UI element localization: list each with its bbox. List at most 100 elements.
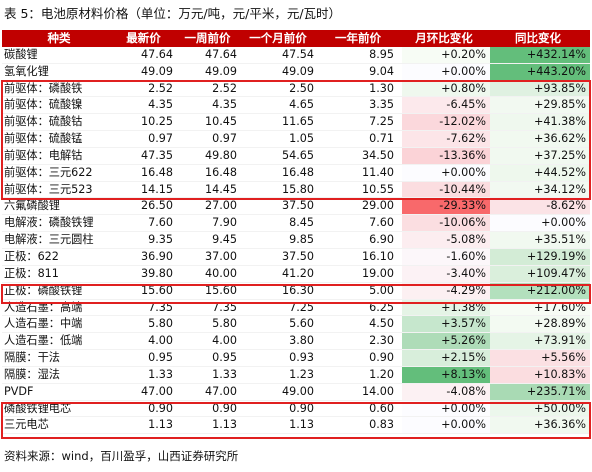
cell-category: 隔膜：湿法 [4, 367, 60, 381]
cell-year-ago: 29.00 [361, 199, 394, 213]
cell-category: 人造石墨：中端 [4, 317, 83, 331]
cell-week-ago: 1.33 [212, 367, 237, 381]
cell-week-ago: 7.90 [212, 216, 237, 230]
cell-mom-change: -10.06% [402, 215, 490, 232]
cell-month-ago: 2.50 [289, 81, 314, 95]
cell-category: 三元电芯 [4, 418, 49, 432]
table-row: 电解液：三元圆柱 9.35 9.45 9.85 6.90 -5.08% +35.51% [2, 232, 590, 249]
cell-category: 碳酸锂 [4, 47, 38, 61]
cell-week-ago: 47.64 [204, 47, 237, 61]
cell-latest: 2.52 [148, 81, 173, 95]
cell-latest: 39.80 [140, 266, 173, 280]
cell-year-ago: 5.00 [369, 283, 394, 297]
cell-year-ago: 7.60 [369, 216, 394, 230]
table-row: 前驱体：硫酸钴 10.25 10.45 11.65 7.25 -12.02% +41.38% [2, 114, 590, 132]
cell-category: 氢氧化锂 [4, 64, 49, 78]
cell-mom-change: +8.13% [402, 366, 490, 383]
table-row: 电解液：磷酸铁锂 7.60 7.90 8.45 7.60 -10.06% +0.00% [2, 215, 590, 233]
cell-category: 正极：811 [4, 266, 59, 280]
cell-year-ago: 0.60 [369, 401, 394, 415]
cell-week-ago: 27.00 [204, 199, 237, 213]
cell-yoy-change: +17.60% [490, 299, 590, 316]
cell-category: 磷酸铁锂电芯 [4, 401, 72, 415]
cell-year-ago: 16.10 [361, 249, 394, 263]
table-row: 前驱体：三元523 14.15 14.45 15.80 10.55 -10.44% +34.… [2, 181, 590, 199]
cell-yoy-change: +432.14% [490, 46, 590, 63]
cell-yoy-change: -8.62% [490, 198, 590, 215]
price-table: 种类 最新价 一周前价 一个月前价 一年前价 月环比变化 同比变化 碳酸锂 47.… [2, 30, 590, 435]
cell-latest: 36.90 [140, 249, 173, 263]
cell-yoy-change: +235.71% [490, 383, 590, 400]
table-row: PVDF 47.00 47.00 49.00 14.00 -4.08% +235.71% [2, 383, 590, 401]
cell-yoy-change: +41.38% [490, 114, 590, 131]
header-month-ago: 一个月前价 [249, 31, 307, 45]
cell-month-ago: 37.50 [281, 249, 314, 263]
table-row: 三元电芯 1.13 1.13 1.13 0.83 +0.00% +36.36% [2, 417, 590, 435]
cell-yoy-change: +28.89% [490, 316, 590, 333]
cell-year-ago: 6.25 [369, 300, 394, 314]
cell-month-ago: 47.54 [281, 47, 314, 61]
cell-yoy-change: +109.47% [490, 265, 590, 282]
table-row: 前驱体：电解钴 47.35 49.80 54.65 34.50 -13.36% +37.25… [2, 147, 590, 165]
cell-year-ago: 2.30 [369, 334, 394, 348]
cell-mom-change: -29.33% [402, 198, 490, 215]
cell-mom-change: +0.00% [402, 417, 490, 434]
cell-year-ago: 1.20 [369, 367, 394, 381]
cell-yoy-change: +44.52% [490, 164, 590, 181]
cell-year-ago: 11.40 [361, 165, 394, 179]
table-row: 磷酸铁锂电芯 0.90 0.90 0.90 0.60 +0.00% +50.00% [2, 400, 590, 418]
cell-category: 六氟磷酸锂 [4, 199, 60, 213]
cell-mom-change: -4.29% [402, 282, 490, 299]
cell-month-ago: 16.30 [281, 283, 314, 297]
cell-mom-change: +0.00% [402, 63, 490, 80]
cell-latest: 4.35 [148, 98, 173, 112]
cell-year-ago: 8.95 [369, 47, 394, 61]
cell-week-ago: 4.00 [212, 334, 237, 348]
cell-latest: 4.00 [148, 334, 173, 348]
cell-latest: 9.35 [148, 233, 173, 247]
cell-mom-change: -3.40% [402, 265, 490, 282]
table-title: 表 5：电池原材料价格（单位：万元/吨，元/平米，元/瓦时） [4, 6, 342, 21]
cell-yoy-change: +10.83% [490, 366, 590, 383]
cell-mom-change: +0.80% [402, 80, 490, 97]
cell-month-ago: 16.48 [281, 165, 314, 179]
cell-year-ago: 0.83 [369, 418, 394, 432]
cell-mom-change: -6.45% [402, 97, 490, 114]
cell-year-ago: 14.00 [361, 384, 394, 398]
table-row: 前驱体：硫酸锰 0.97 0.97 1.05 0.71 -7.62% +36.62% [2, 131, 590, 148]
table-row: 前驱体：磷酸铁 2.52 2.52 2.50 1.30 +0.80% +93.85% [2, 80, 590, 98]
cell-month-ago: 1.23 [289, 367, 314, 381]
cell-mom-change: +2.15% [402, 350, 490, 366]
cell-month-ago: 1.13 [289, 418, 314, 432]
cell-week-ago: 1.13 [212, 418, 237, 432]
cell-year-ago: 3.35 [369, 98, 394, 112]
cell-mom-change: -13.36% [402, 147, 490, 164]
cell-year-ago: 34.50 [361, 148, 394, 162]
cell-latest: 49.09 [140, 64, 173, 78]
cell-latest: 1.33 [148, 367, 173, 381]
source-label: 资料来源： [4, 449, 62, 463]
table-row: 氢氧化锂 49.09 49.09 49.09 9.04 +0.00% +443.20% [2, 63, 590, 81]
cell-yoy-change: +50.00% [490, 400, 590, 417]
header-latest: 最新价 [126, 31, 161, 45]
cell-year-ago: 0.90 [369, 351, 394, 365]
cell-month-ago: 5.60 [289, 317, 314, 331]
cell-yoy-change: +93.85% [490, 80, 590, 97]
cell-month-ago: 7.25 [289, 300, 314, 314]
cell-mom-change: -12.02% [402, 114, 490, 131]
table-row: 隔膜：干法 0.95 0.95 0.93 0.90 +2.15% +5.56% [2, 350, 590, 367]
cell-week-ago: 16.48 [204, 165, 237, 179]
table-header: 种类 最新价 一周前价 一个月前价 一年前价 月环比变化 同比变化 [2, 30, 590, 47]
cell-yoy-change: +212.00% [490, 282, 590, 299]
table-row: 人造石墨：低端 4.00 4.00 3.80 2.30 +5.26% +73.91% [2, 333, 590, 351]
cell-latest: 5.80 [148, 317, 173, 331]
cell-latest: 10.25 [140, 115, 173, 129]
cell-week-ago: 10.45 [204, 115, 237, 129]
cell-week-ago: 47.00 [204, 384, 237, 398]
cell-month-ago: 3.80 [289, 334, 314, 348]
cell-mom-change: -10.44% [402, 181, 490, 198]
cell-month-ago: 0.93 [289, 351, 314, 365]
header-week-ago: 一周前价 [184, 31, 231, 45]
table-body: 碳酸锂 47.64 47.64 47.54 8.95 +0.20% +432.14% 氢氧化锂… [2, 46, 590, 435]
cell-category: 电解液：磷酸铁锂 [4, 216, 94, 230]
